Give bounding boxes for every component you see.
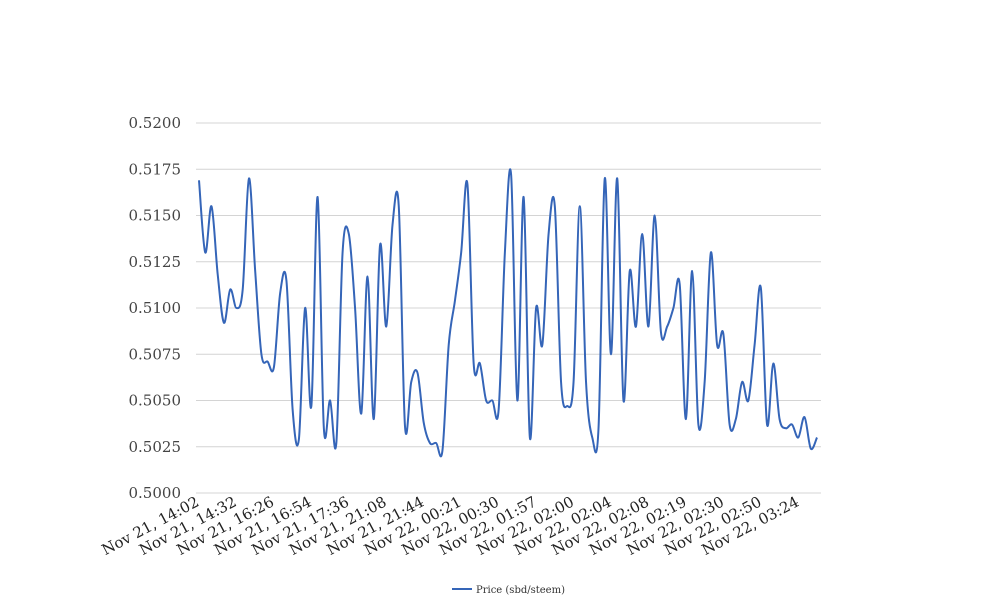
legend-label-price: Price (sbd/steem) <box>476 585 565 596</box>
y-tick-label: 0.5075 <box>129 345 182 363</box>
y-tick-label: 0.5050 <box>129 392 182 410</box>
y-tick-label: 0.5175 <box>129 160 182 178</box>
y-tick-label: 0.5200 <box>129 114 182 132</box>
y-tick-label: 0.5025 <box>129 438 182 456</box>
y-tick-label: 0.5100 <box>129 299 182 317</box>
legend[interactable]: Price (sbd/steem) <box>452 585 565 596</box>
y-tick-label: 0.5000 <box>129 484 182 502</box>
y-tick-label: 0.5125 <box>129 253 182 271</box>
y-axis-ticks: 0.5000 0.5025 0.5050 0.5075 0.5100 0.5125 0.51… <box>129 114 182 502</box>
y-tick-label: 0.5150 <box>129 207 182 225</box>
series-line-price <box>198 168 818 458</box>
series-layer <box>198 168 818 458</box>
